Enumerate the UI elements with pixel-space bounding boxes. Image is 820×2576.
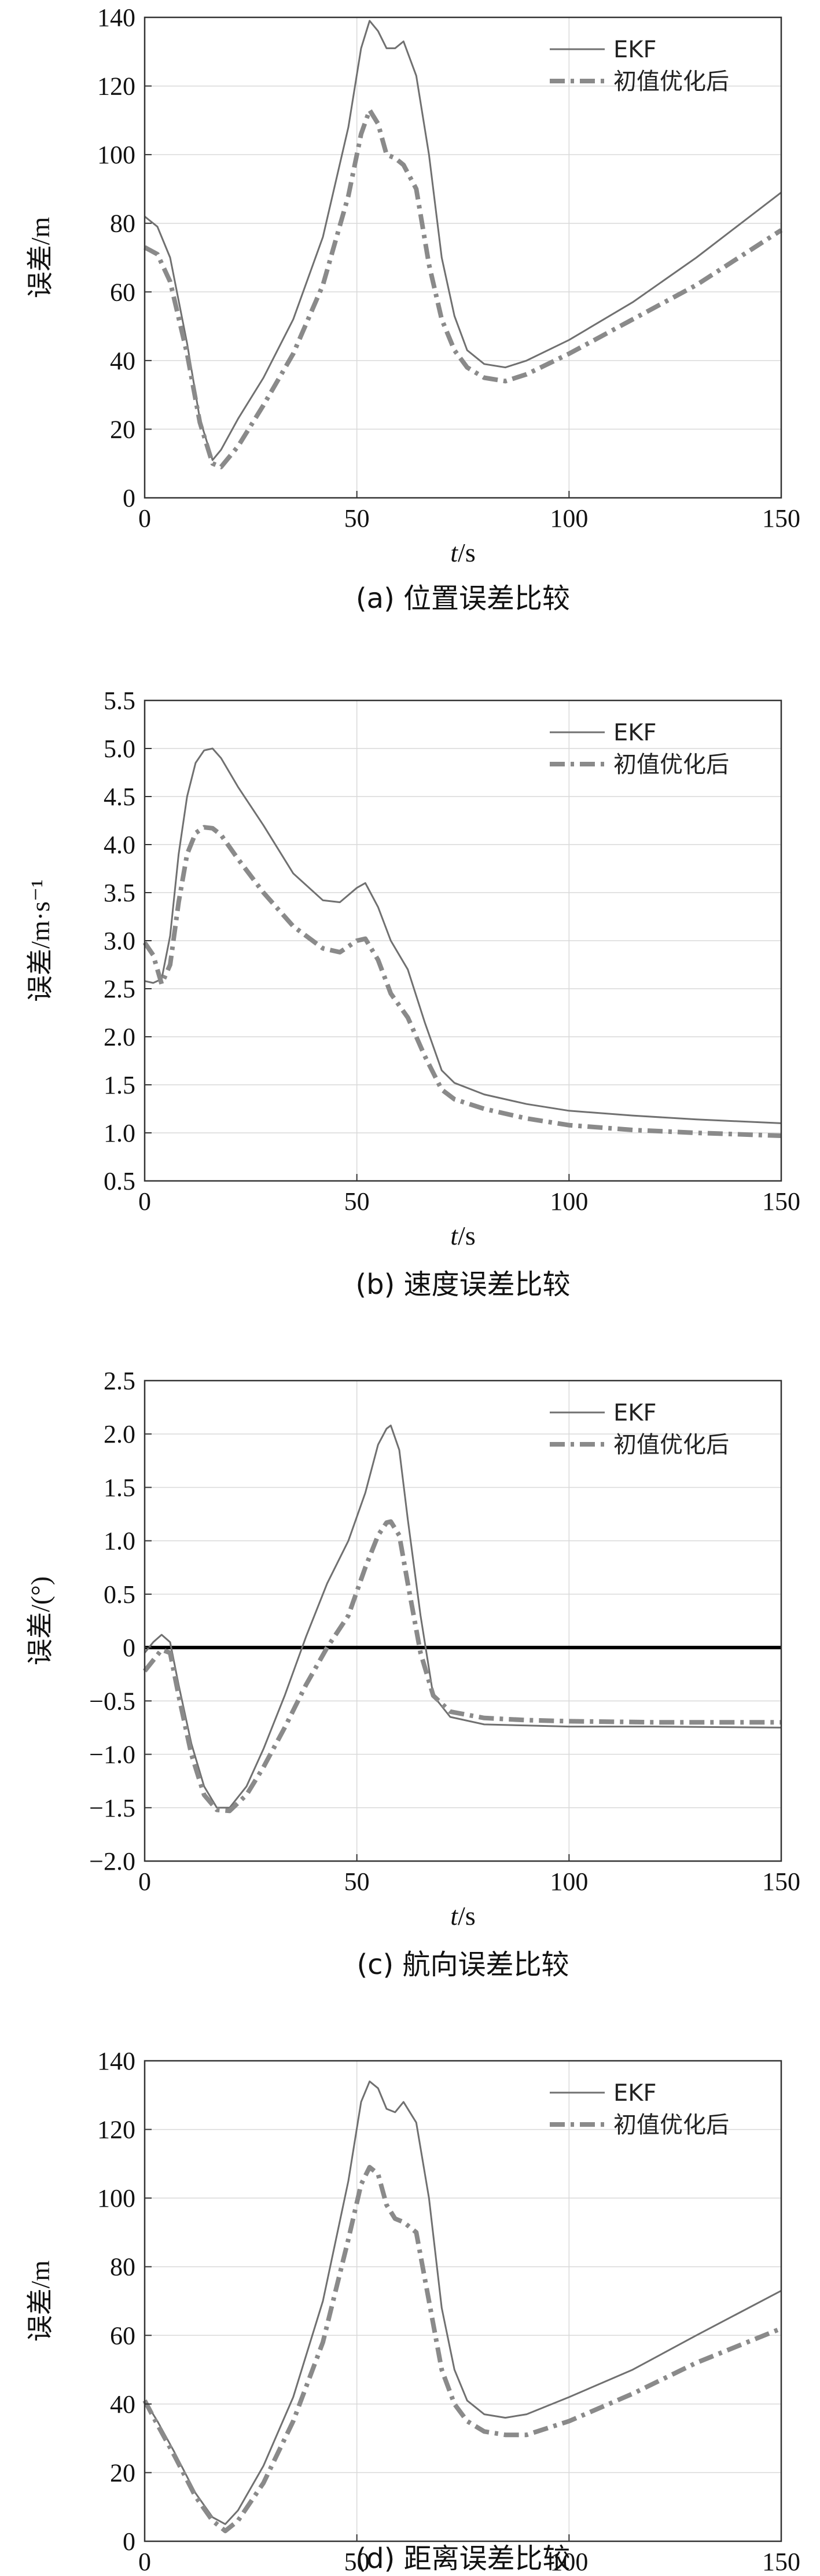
x-tick-label: 0 (138, 504, 151, 533)
x-tick-label: 150 (762, 2548, 800, 2576)
x-tick-label: 50 (344, 1187, 370, 1216)
y-tick-label: 40 (110, 2390, 135, 2419)
series-line-1 (142, 825, 782, 1138)
series-line-1 (142, 2164, 782, 2534)
y-tick-label: −2.0 (89, 1847, 135, 1876)
y-tick-label: −1.5 (89, 1794, 135, 1822)
y-tick-label: 2.5 (104, 975, 135, 1003)
x-tick-label: 0 (138, 1187, 151, 1216)
legend-label-0: EKF (613, 720, 657, 746)
legend-label-0: EKF (613, 36, 657, 63)
y-axis-label: 误差/m (25, 2261, 55, 2342)
x-tick-label: 0 (138, 1867, 151, 1896)
y-axis-label: 误差/m (25, 217, 55, 299)
panel-caption: (a) 位置误差比较 (356, 582, 570, 615)
x-tick-label: 100 (550, 1867, 588, 1896)
y-tick-label: 0.5 (104, 1167, 135, 1195)
plot-frame (144, 1379, 782, 1862)
y-tick-label: 120 (97, 2116, 135, 2144)
series-line-0 (144, 747, 782, 1124)
y-tick-label: 80 (110, 210, 135, 238)
y-tick-label: 5.5 (104, 687, 135, 715)
x-tick-label: 0 (138, 2548, 151, 2576)
y-tick-label: 1.0 (104, 1527, 135, 1555)
x-tick-label: 100 (550, 2548, 588, 2576)
chart-panel-1: 0 50 100 150 0.5 1.0 1.5 2.0 2.5 3.0 3.5 4.0 4.5 5.0 5… (25, 687, 800, 1301)
x-axis-label: t/s (450, 1901, 475, 1931)
y-tick-label: 20 (110, 2458, 135, 2487)
x-tick-label: 150 (762, 1187, 800, 1216)
y-tick-label: 0 (123, 484, 135, 512)
legend-label-0: EKF (613, 2080, 657, 2107)
y-tick-label: 60 (110, 278, 135, 306)
y-tick-label: 1.5 (104, 1473, 135, 1502)
x-tick-label: 100 (550, 504, 588, 533)
y-axis-label: 误差/(°) (25, 1576, 55, 1665)
y-tick-label: 2.0 (104, 1420, 135, 1448)
x-tick-label: 50 (344, 504, 370, 533)
x-axis-label: t/s (450, 1221, 475, 1250)
y-tick-label: 3.0 (104, 927, 135, 955)
chart-panel-3: 050100150020406080100120140t/s误差/mEKF初值优… (25, 2047, 800, 2576)
panel-caption: (d) 距离误差比较 (355, 2542, 570, 2575)
x-axis-label: t/s (450, 538, 475, 567)
panel-caption: (b) 速度误差比较 (355, 1268, 570, 1301)
y-tick-label: 1.5 (104, 1071, 135, 1099)
x-tick-label: 150 (762, 504, 800, 533)
legend-label-1: 初值优化后 (613, 2112, 729, 2138)
legend-label-1: 初值优化后 (613, 751, 729, 778)
series-line-0 (144, 2080, 782, 2525)
y-tick-label: 80 (110, 2253, 135, 2281)
y-tick-label: 120 (97, 72, 135, 101)
y-axis-label: 误差/m·s⁻¹ (25, 879, 55, 1002)
y-tick-label: 20 (110, 415, 135, 443)
legend-label-1: 初值优化后 (613, 1432, 729, 1458)
y-tick-label: 2.5 (104, 1367, 135, 1395)
x-tick-label: 50 (344, 1867, 370, 1896)
chart-panel-0: 0 50 100 150 0 20 40 60 80 100 120 140 t/s 误差/m EKF 初值优… (25, 3, 800, 615)
y-tick-label: 0 (123, 2527, 135, 2556)
series-line-0 (144, 1425, 782, 1809)
plot-frame (144, 16, 782, 499)
y-tick-label: 140 (97, 3, 135, 32)
plot-frame (144, 2060, 782, 2542)
y-tick-label: 2.0 (104, 1023, 135, 1051)
y-tick-label: 100 (97, 141, 135, 169)
chart-panel-2: 0 50 100 150 −2.0 −1.5 −1.0 −0.5 0 0.5 1.0 1.5 2.0 2.… (25, 1367, 800, 1981)
y-tick-label: 40 (110, 347, 135, 375)
y-tick-label: 0 (123, 1634, 135, 1662)
y-tick-label: 60 (110, 2321, 135, 2350)
y-tick-label: 1.0 (104, 1119, 135, 1147)
series-line-1 (142, 1519, 781, 1814)
legend-label-0: EKF (613, 1400, 657, 1426)
y-tick-label: 4.0 (104, 831, 135, 859)
y-tick-label: 4.5 (104, 783, 135, 811)
y-tick-label: 100 (97, 2184, 135, 2212)
x-tick-label: 150 (762, 1867, 800, 1896)
y-tick-label: −0.5 (89, 1687, 135, 1715)
y-tick-label: −1.0 (89, 1741, 135, 1769)
x-tick-label: 100 (550, 1187, 588, 1216)
y-tick-label: 5.0 (104, 735, 135, 763)
y-tick-label: 140 (97, 2047, 135, 2075)
legend-label-1: 初值优化后 (613, 68, 729, 95)
y-tick-label: 3.5 (104, 879, 135, 907)
series-line-1 (144, 108, 783, 469)
x-tick-label: 50 (344, 2548, 370, 2576)
panel-caption: (c) 航向误差比较 (356, 1948, 569, 1981)
y-tick-label: 0.5 (104, 1580, 135, 1609)
